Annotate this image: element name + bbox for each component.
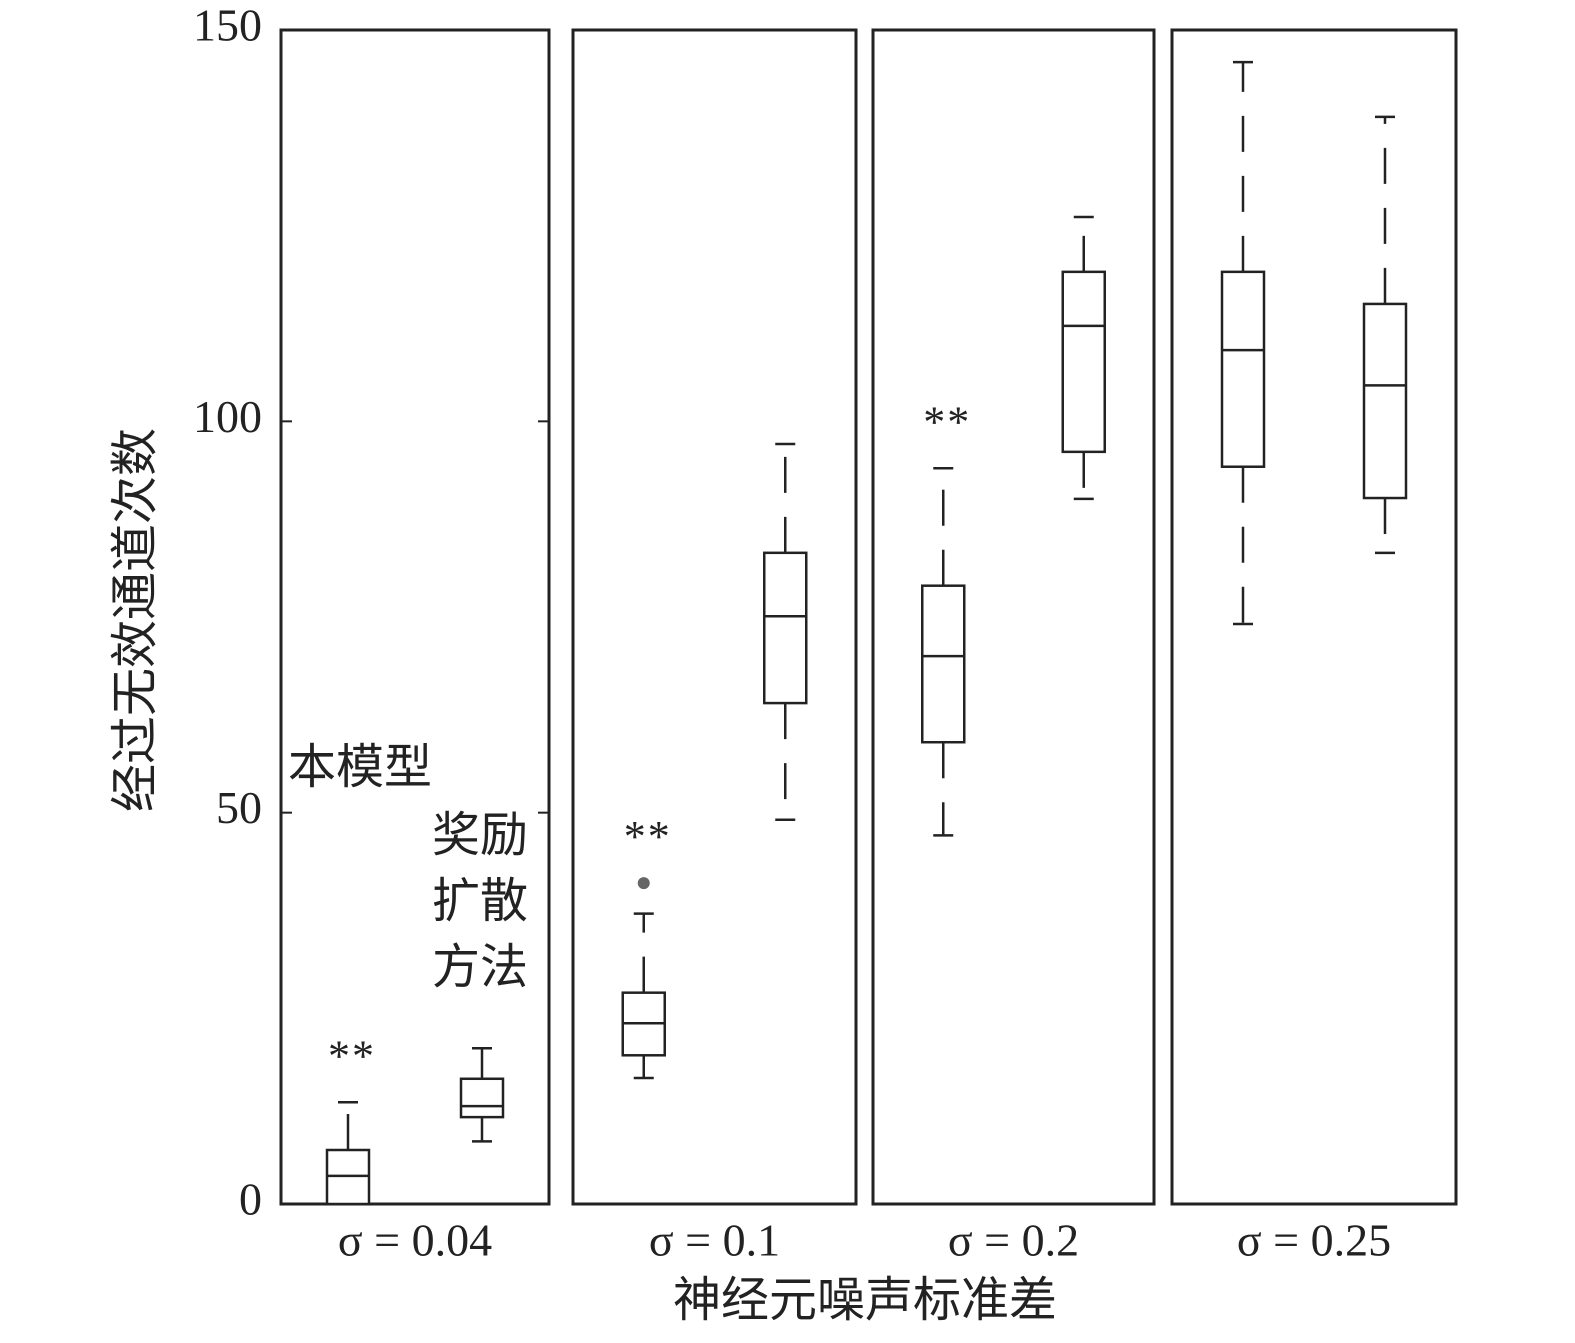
x-tick-label: σ = 0.04	[338, 1215, 492, 1266]
x-tick-label: σ = 0.2	[948, 1215, 1079, 1266]
x-tick-label: σ = 0.25	[1237, 1215, 1391, 1266]
series-label: 奖励扩散方法	[432, 809, 528, 994]
significance-label: **	[624, 812, 672, 861]
panel-frame	[871, 28, 1156, 1206]
box	[1220, 270, 1266, 468]
series-label: 本模型	[288, 741, 432, 794]
panel-frame	[571, 28, 858, 1206]
x-tick-label: σ = 0.1	[649, 1215, 780, 1266]
box	[763, 551, 808, 705]
panel-frame	[279, 28, 551, 1206]
outlier	[637, 877, 650, 890]
panel-frame	[1170, 28, 1458, 1206]
y-axis-label: 经过无效通道次数	[109, 428, 162, 812]
significance-label: **	[328, 1031, 376, 1080]
x-axis-label: 神经元噪声标准差	[673, 1274, 1057, 1327]
box	[1061, 270, 1106, 454]
significance-label: **	[923, 397, 971, 446]
box	[921, 584, 966, 744]
box	[1362, 302, 1408, 500]
y-tick-label: 100	[193, 391, 262, 442]
y-tick-label: 150	[193, 0, 262, 51]
box	[459, 1077, 505, 1119]
y-tick-label: 0	[239, 1174, 262, 1225]
y-tick-label: 50	[216, 782, 262, 833]
